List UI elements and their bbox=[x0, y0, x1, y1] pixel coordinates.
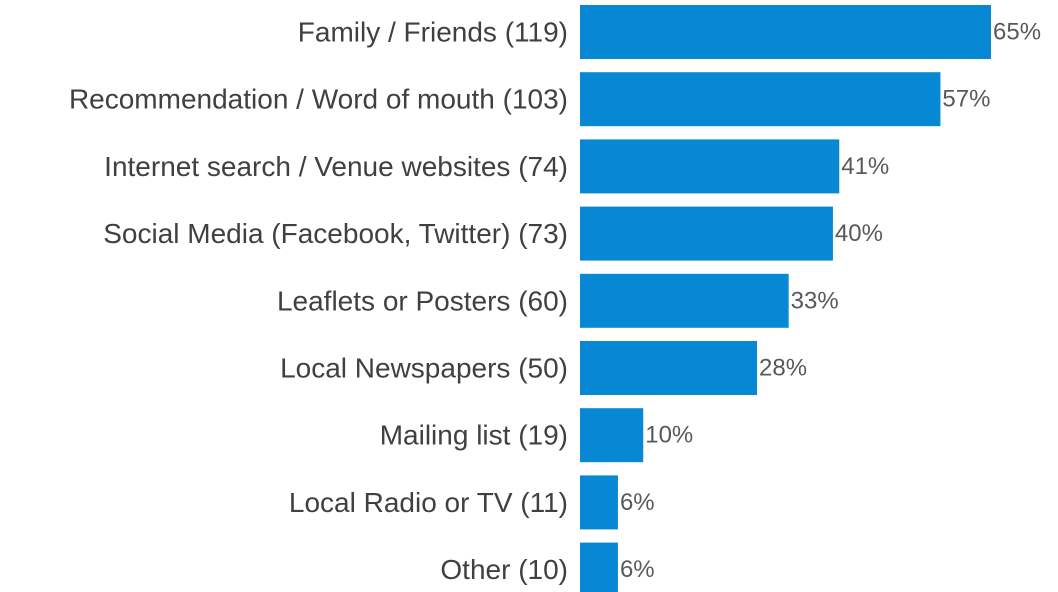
value-label-7: 6% bbox=[620, 489, 655, 516]
category-label-7: Local Radio or TV (11) bbox=[289, 487, 568, 518]
bar-6 bbox=[580, 408, 644, 463]
category-label-8: Other (10) bbox=[440, 554, 568, 585]
bar-2 bbox=[580, 139, 840, 194]
category-label-6: Mailing list (19) bbox=[380, 420, 568, 451]
value-label-2: 41% bbox=[841, 153, 889, 180]
category-label-3: Social Media (Facebook, Twitter) (73) bbox=[103, 218, 568, 249]
bar-0 bbox=[580, 5, 991, 59]
category-label-1: Recommendation / Word of mouth (103) bbox=[69, 84, 568, 115]
value-label-4: 33% bbox=[791, 287, 839, 314]
category-labels: Family / Friends (119) Recommendation / W… bbox=[69, 17, 568, 586]
value-label-3: 40% bbox=[835, 220, 883, 247]
category-label-5: Local Newspapers (50) bbox=[280, 353, 568, 384]
bar-7 bbox=[580, 475, 618, 530]
bar-3 bbox=[580, 206, 833, 261]
value-label-1: 57% bbox=[942, 86, 990, 113]
value-label-5: 28% bbox=[759, 355, 807, 382]
value-label-0: 65% bbox=[993, 19, 1041, 46]
value-labels: 65% 57% 41% 40% 33% 28% 10% 6% 6% bbox=[620, 19, 1041, 584]
category-label-2: Internet search / Venue websites (74) bbox=[104, 151, 568, 182]
bar-1 bbox=[580, 72, 941, 127]
value-label-8: 6% bbox=[620, 556, 655, 583]
value-label-6: 10% bbox=[645, 422, 693, 449]
bar-4 bbox=[580, 273, 789, 328]
bars-layer bbox=[580, 5, 991, 592]
category-label-0: Family / Friends (119) bbox=[298, 17, 568, 48]
bar-5 bbox=[580, 341, 758, 395]
bar-8 bbox=[580, 542, 618, 592]
category-label-4: Leaflets or Posters (60) bbox=[277, 285, 568, 316]
